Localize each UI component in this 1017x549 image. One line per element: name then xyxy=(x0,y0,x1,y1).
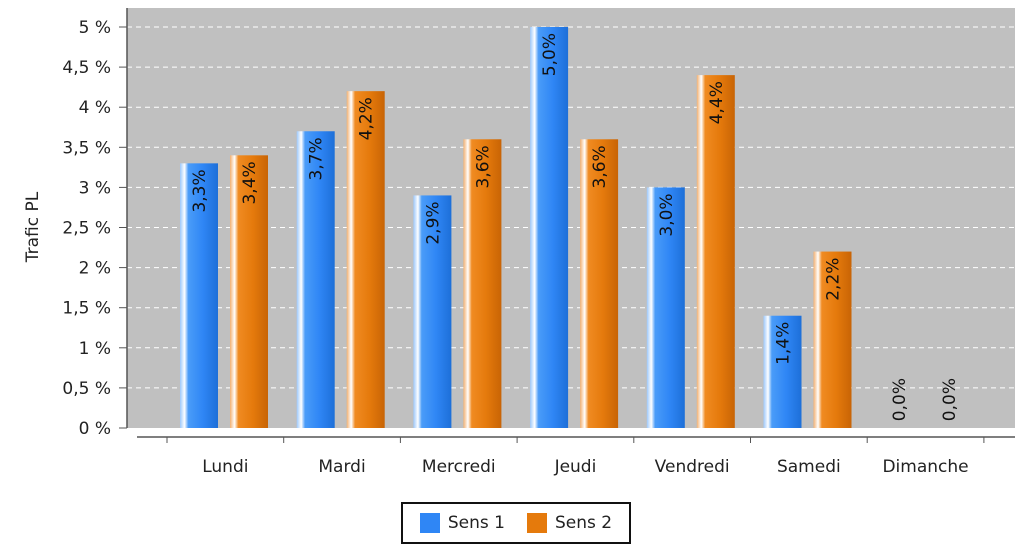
legend-swatch-sens-1 xyxy=(419,513,440,533)
data-label-sens-1-mardi: 3,7% xyxy=(307,137,327,180)
bar-sens-1-vendredi xyxy=(646,187,685,428)
y-tick-label: 5 % xyxy=(79,18,111,38)
y-tick-label: 3 % xyxy=(79,178,111,198)
bar-sens-2-samedi xyxy=(813,251,852,428)
data-label-sens-1-mercredi: 2,9% xyxy=(423,201,443,244)
data-label-sens-1-jeudi: 5,0% xyxy=(540,33,560,76)
bar-sens-1-samedi xyxy=(763,315,802,428)
y-tick-label: 2 % xyxy=(79,259,111,279)
x-tick-label-mercredi: Mercredi xyxy=(422,457,496,477)
data-label-sens-1-dimanche: 0,0% xyxy=(890,378,910,421)
y-tick-label: 4 % xyxy=(79,98,111,118)
grid-lines xyxy=(127,26,1015,389)
y-tick-label: 1 % xyxy=(79,339,111,359)
legend-item-sens-1: Sens 1 xyxy=(419,513,505,533)
bar-sens-2-mercredi xyxy=(463,139,502,428)
legend: Sens 1 Sens 2 xyxy=(401,502,631,544)
axes: 0 % 0,5 % 1 % 1,5 % 2 % 2,5 % 3 % 3,5 % 4 % 4,5 %… xyxy=(62,8,1015,477)
y-tick-label: 0 % xyxy=(79,419,111,439)
x-tick-label-lundi: Lundi xyxy=(202,457,248,477)
data-label-sens-1-samedi: 1,4% xyxy=(774,322,794,365)
y-tick-label: 1,5 % xyxy=(62,299,111,319)
data-label-sens-1-vendredi: 3,0% xyxy=(657,193,677,236)
bars xyxy=(180,27,852,429)
data-label-sens-2-mardi: 4,2% xyxy=(357,97,377,140)
data-label-sens-2-lundi: 3,4% xyxy=(240,161,260,204)
data-label-sens-1-lundi: 3,3% xyxy=(190,169,210,212)
bar-sens-1-mardi xyxy=(296,131,335,428)
legend-item-sens-2: Sens 2 xyxy=(527,513,612,533)
x-tick-label-jeudi: Jeudi xyxy=(554,457,597,477)
data-label-sens-2-mercredi: 3,6% xyxy=(473,145,493,188)
data-label-sens-2-jeudi: 3,6% xyxy=(590,145,610,188)
bar-sens-2-lundi xyxy=(230,155,268,428)
data-label-sens-2-vendredi: 4,4% xyxy=(707,81,727,124)
y-tick-label: 3,5 % xyxy=(62,138,111,158)
x-tick-label-mardi: Mardi xyxy=(318,457,365,477)
bar-sens-1-mercredi xyxy=(413,195,452,428)
y-tick-label: 0,5 % xyxy=(62,379,111,399)
x-tick-label-dimanche: Dimanche xyxy=(882,457,968,477)
bar-sens-2-mardi xyxy=(346,91,385,428)
y-tick-label: 2,5 % xyxy=(62,219,111,239)
bar-sens-2-jeudi xyxy=(580,139,619,428)
plot-area xyxy=(127,8,1015,428)
data-label-sens-2-dimanche: 0,0% xyxy=(940,378,960,421)
legend-swatch-sens-2 xyxy=(527,513,547,533)
y-tick-label: 4,5 % xyxy=(62,58,111,78)
x-tick-label-samedi: Samedi xyxy=(777,457,841,477)
bar-sens-1-lundi xyxy=(180,163,218,428)
bar-labels: 3,3% 3,4% 3,7% 4,2% 2,9% 3,6% 5,0% 3,6% 3,0% 4,4%… xyxy=(190,33,960,421)
data-label-sens-2-samedi: 2,2% xyxy=(824,258,844,301)
bar-sens-1-jeudi xyxy=(530,27,569,428)
bar-sens-2-vendredi xyxy=(696,75,735,429)
legend-label-sens-1: Sens 1 xyxy=(447,513,505,533)
legend-label-sens-2: Sens 2 xyxy=(555,513,613,533)
x-tick-label-vendredi: Vendredi xyxy=(655,457,730,477)
y-axis-title: Trafic PL xyxy=(23,191,43,263)
